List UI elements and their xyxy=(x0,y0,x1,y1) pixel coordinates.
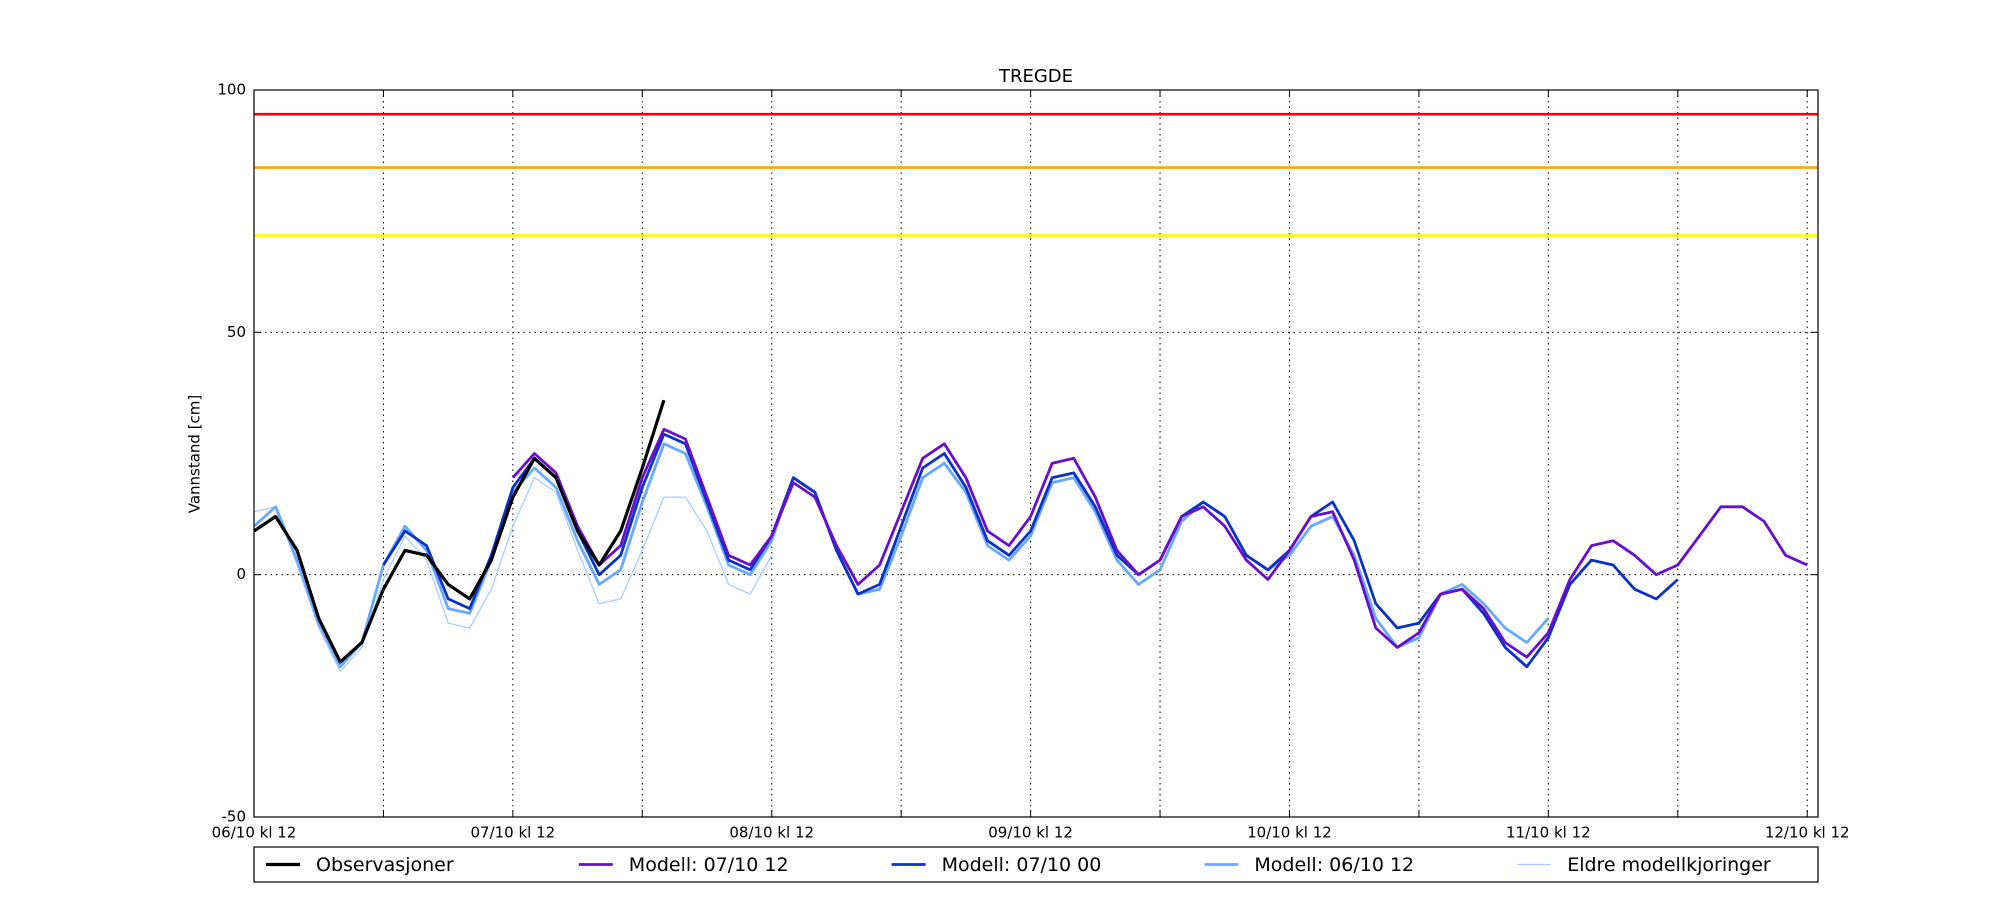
plot-frame xyxy=(253,89,1819,818)
series-line xyxy=(253,399,666,664)
series-line xyxy=(511,427,1808,659)
legend-label: Eldre modellkjoringer xyxy=(1567,854,1771,876)
x-tick-label: 08/10 kl 12 xyxy=(729,824,814,842)
y-axis-label: Vannstand [cm] xyxy=(186,395,204,514)
series-line xyxy=(253,442,1550,669)
x-tick-label: 11/10 kl 12 xyxy=(1506,824,1591,842)
chart-title: TREGDE xyxy=(998,66,1073,87)
legend-label: Modell: 07/10 00 xyxy=(942,854,1102,876)
y-tick-label: 0 xyxy=(236,565,246,583)
y-tick-label: -50 xyxy=(222,808,247,826)
x-tick-label: 06/10 kl 12 xyxy=(212,824,297,842)
legend-label: Modell: 07/10 12 xyxy=(629,854,789,876)
x-tick-label: 12/10 kl 12 xyxy=(1765,824,1850,842)
x-tick-label: 07/10 kl 12 xyxy=(471,824,556,842)
y-tick-label: 50 xyxy=(227,323,246,341)
legend-label: Observasjoner xyxy=(316,854,454,876)
y-tick-label: 100 xyxy=(217,81,246,99)
legend-box xyxy=(253,846,1819,883)
series-line xyxy=(253,477,773,673)
x-tick-label: 10/10 kl 12 xyxy=(1247,824,1332,842)
x-tick-label: 09/10 kl 12 xyxy=(988,824,1073,842)
legend-label: Modell: 06/10 12 xyxy=(1254,854,1414,876)
